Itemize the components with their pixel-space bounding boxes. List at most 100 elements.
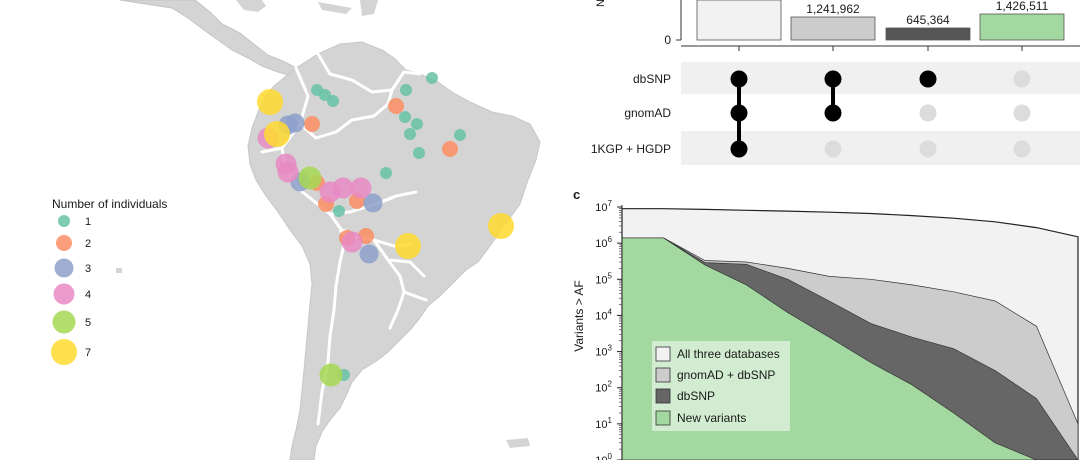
location-bubble[interactable] [454,129,466,141]
legend-swatch [52,310,76,334]
legend-swatch [51,339,77,365]
legend-swatch [58,215,70,227]
location-bubble[interactable] [388,98,404,114]
upset-dot-empty [1013,140,1031,158]
location-bubble[interactable] [350,177,372,199]
legend-items: 1 2 3 4 5 7 [51,215,91,365]
y-tick-base: 10 [595,238,607,250]
upset-set-label: dbSNP [633,72,671,86]
upset-dot-empty [1013,70,1031,88]
location-bubble[interactable] [363,193,383,213]
location-bubble[interactable] [304,116,320,132]
location-bubble[interactable] [298,166,322,190]
legend-label: dbSNP [677,389,715,403]
upset-dot-filled [919,70,937,88]
upset-plot: N 0 1,241,962 645,364 1,426,511 dbSNP gnomA… [591,0,1080,165]
south-america-map [116,0,541,460]
upset-bar-label: 645,364 [906,13,950,27]
y-tick-exponent: 5 [608,271,613,280]
location-bubble[interactable] [333,205,345,217]
y-tick-base: 10 [595,274,607,286]
caribbean-islands [236,0,378,16]
y-tick-base: 10 [595,310,607,322]
location-bubble[interactable] [413,147,425,159]
legend-swatch [655,367,671,383]
y-tick-base: 10 [595,455,607,460]
location-bubble[interactable] [404,128,416,140]
upset-dot-filled [730,104,748,122]
legend-swatch [53,283,75,305]
central-america-landmass [119,0,297,77]
sampling-locations [257,72,514,387]
upset-dot-filled [824,70,842,88]
legend-label: All three databases [677,347,780,361]
upset-set-label: gnomAD [624,106,671,120]
y-tick-label: 103 [595,344,612,359]
y-tick-exponent: 1 [608,416,613,425]
legend-label: 4 [85,289,91,301]
upset-dot-empty [919,140,937,158]
legend-label: New variants [677,411,746,425]
upset-matrix-bg-row-3 [681,131,1080,165]
location-bubble[interactable] [319,363,343,387]
upset-matrix-bg-row-1 [681,62,1080,94]
south-america-landmass [247,41,541,460]
upset-bar[interactable] [885,27,971,41]
legend-swatch [655,346,671,362]
location-bubble[interactable] [380,167,392,179]
y-tick-exponent: 7 [608,199,613,208]
location-bubble[interactable] [285,113,305,133]
y-tick-label: 101 [595,416,612,431]
upset-set-labels: dbSNP gnomAD 1KGP + HGDP [591,72,671,156]
y-tick-base: 10 [595,419,607,431]
y-axis-label: Variants > AF [572,280,586,351]
location-bubble[interactable] [400,84,412,96]
upset-ylabel-fragment: N [595,0,607,7]
y-tick-base: 10 [595,383,607,395]
y-tick-exponent: 2 [608,380,613,389]
legend-label: gnomAD + dbSNP [677,368,775,382]
panel-label-c: c [573,187,580,202]
y-tick-label: 106 [595,235,612,250]
legend-swatch [56,235,72,251]
panel-c: c Variants > AF 107106105104103102101100… [572,187,1079,460]
upset-dot-filled [824,104,842,122]
location-bubble[interactable] [264,121,290,147]
upset-dot-filled [730,140,748,158]
location-bubble[interactable] [359,244,379,264]
upset-bar[interactable] [790,16,876,41]
y-tick-label: 102 [595,380,612,395]
upset-bars: 1,241,962 645,364 1,426,511 [696,0,1065,51]
upset-bar[interactable] [979,13,1065,41]
upset-matrix [730,70,1031,158]
legend-label: 5 [85,317,91,329]
location-bubble[interactable] [399,111,411,123]
upset-dot-filled [730,70,748,88]
legend-label: 3 [85,263,91,275]
location-bubble[interactable] [332,177,354,199]
y-tick-label: 104 [595,307,612,322]
location-bubble[interactable] [257,89,283,115]
location-bubble[interactable] [341,231,363,253]
y-tick-exponent: 3 [608,344,613,353]
legend-swatch [655,410,671,426]
location-bubble[interactable] [395,233,421,259]
y-tick-exponent: 0 [608,452,613,460]
legend-title: Number of individuals [52,197,167,211]
location-bubble[interactable] [426,72,438,84]
legend-swatch [655,388,671,404]
upset-bar[interactable] [696,0,782,41]
map-legend: Number of individuals 1 2 3 4 5 7 [51,197,167,365]
location-bubble[interactable] [277,161,299,183]
upset-dot-empty [824,140,842,158]
location-bubble[interactable] [488,213,514,239]
upset-dot-empty [1013,104,1031,122]
location-bubble[interactable] [327,95,339,107]
location-bubble[interactable] [442,141,458,157]
y-tick-label: 100 [595,452,612,460]
location-bubble[interactable] [411,118,423,130]
legend-label: 2 [85,238,91,250]
y-tick-base: 10 [595,202,607,214]
